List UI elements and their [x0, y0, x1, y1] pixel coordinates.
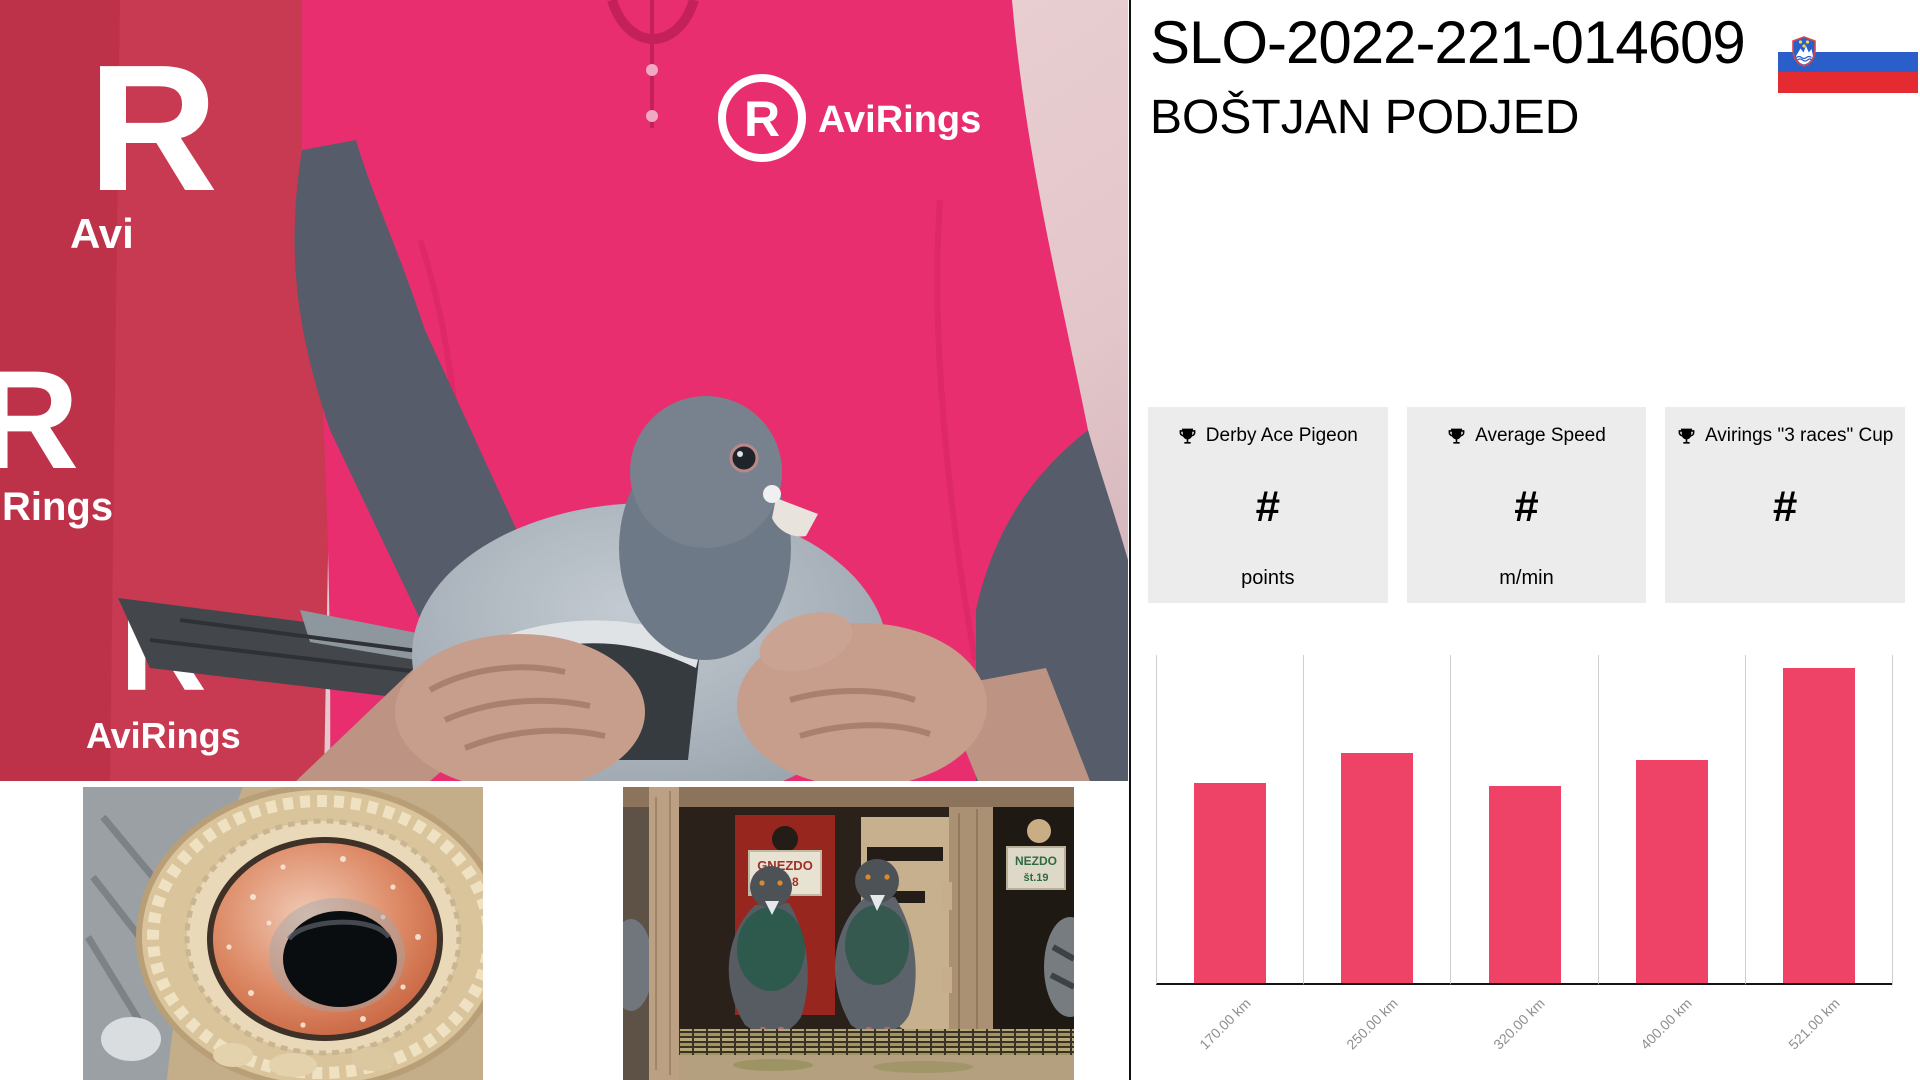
banner-text-avirings: AviRings: [86, 715, 241, 756]
banner-logo-bird-r: R: [0, 341, 79, 498]
award-label: Derby Ace Pigeon: [1205, 425, 1358, 446]
chest-logo-r: R: [744, 91, 780, 147]
chart-column: 521.00 km: [1744, 655, 1893, 1053]
owner-name: BOŠTJAN PODJED: [1150, 91, 1580, 144]
race-distance-bar-chart: 170.00 km 250.00 km 320.00 km 400.00 km …: [1156, 655, 1893, 1053]
ring-number-title: SLO-2022-221-014609: [1150, 9, 1746, 76]
award-label: Average Speed: [1475, 425, 1606, 446]
award-value: #: [1255, 482, 1281, 531]
slovenia-coat-of-arms: [1792, 36, 1816, 67]
eye-photo: [83, 787, 483, 1080]
award-cards: Derby Ace Pigeon # points Average Speed …: [1148, 407, 1905, 603]
loft-photo-illustration: GNEZDO št.18: [623, 787, 1074, 1080]
award-unit: points: [1241, 567, 1295, 589]
chart-column: 400.00 km: [1597, 655, 1745, 1053]
x-axis-label: 170.00 km: [1195, 995, 1254, 1053]
chest-logo-text: AviRings: [818, 99, 981, 141]
chart-column: 170.00 km: [1156, 655, 1304, 1053]
award-card-derby-ace: Derby Ace Pigeon # points: [1148, 407, 1388, 603]
award-unit: m/min: [1499, 567, 1554, 589]
award-value: #: [1514, 482, 1539, 531]
trophy-icon: [1678, 428, 1695, 444]
award-label: Avirings "3 races" Cup: [1704, 425, 1894, 446]
award-card-average-speed: Average Speed # m/min: [1406, 407, 1647, 603]
loft-sign-2-line-2: št.19: [1023, 872, 1048, 884]
loft-pigeon-2: [834, 859, 916, 1052]
trophy-icon: [1448, 428, 1465, 444]
x-axis-label: 521.00 km: [1784, 995, 1843, 1053]
banner-text-avi: Avi: [70, 210, 134, 257]
bar: [1782, 668, 1855, 983]
bar: [1194, 782, 1267, 983]
chart-column: 320.00 km: [1450, 655, 1598, 1053]
chart-column: 250.00 km: [1303, 655, 1451, 1053]
chest-logo: R AviRings: [718, 74, 981, 162]
bar: [1488, 786, 1561, 983]
x-axis-label: 320.00 km: [1490, 995, 1548, 1053]
pigeon-beak: [772, 498, 818, 537]
x-axis-label: 250.00 km: [1343, 995, 1401, 1053]
trophy-icon: [1179, 428, 1196, 444]
banner-logo-r-fragment: R: [88, 28, 218, 229]
eye-photo-illustration: [83, 787, 483, 1080]
banner-text-rings: Rings: [2, 485, 113, 529]
loft-sign-2-line-1: NEZDO: [1015, 854, 1057, 868]
loft-photo: GNEZDO št.18: [623, 787, 1074, 1080]
pigeon-eye: [729, 443, 759, 473]
bar: [1341, 753, 1414, 983]
x-axis-label: 400.00 km: [1637, 995, 1696, 1053]
main-photo: R Avi R Rings AviR R AviRings R AviR: [0, 0, 1128, 781]
bar: [1635, 759, 1708, 983]
award-card-3-races-cup: Avirings "3 races" Cup #: [1665, 407, 1905, 603]
pupil: [283, 911, 397, 1007]
slovenia-flag-icon: [1778, 32, 1918, 93]
photo-panel-divider: [1129, 0, 1131, 1080]
award-value: #: [1772, 482, 1798, 531]
main-photo-illustration: R Avi R Rings AviR R AviRings R AviR: [0, 0, 1128, 781]
